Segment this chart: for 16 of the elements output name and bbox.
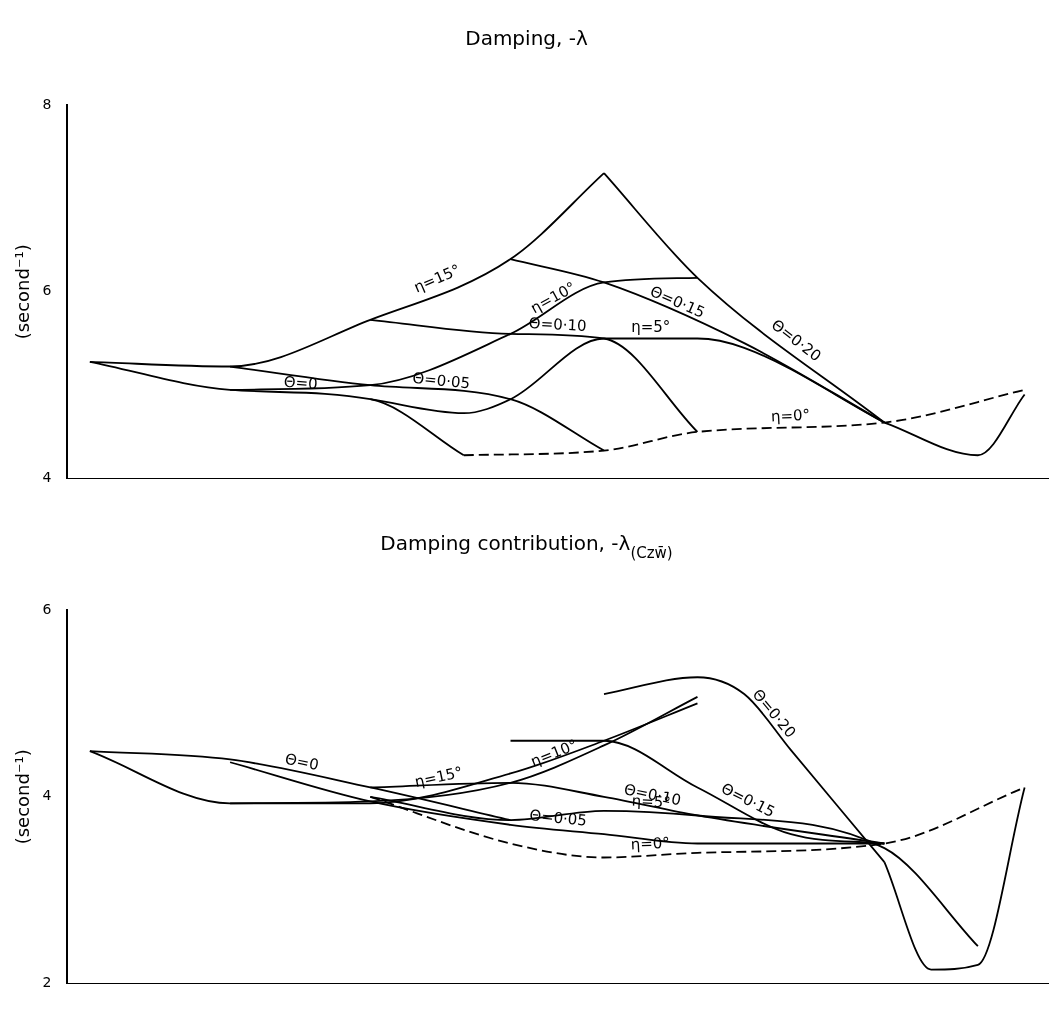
y-tick-label: 6 (42, 600, 52, 617)
series-label: η=0° (630, 833, 671, 854)
series-label: Θ=0·10 (528, 314, 587, 335)
y-axis-title: (second⁻¹) (12, 749, 34, 845)
text: Θ=0 (283, 749, 321, 775)
y-tick-label: 4 (42, 787, 52, 804)
series-label: η=0° (770, 405, 811, 426)
series-label: η=5° (631, 317, 671, 336)
chart-title: Damping, -λ (465, 26, 588, 50)
y-tick-label: 6 (42, 282, 52, 299)
text: Θ=0·05 (411, 368, 471, 393)
text: η=15° (412, 763, 465, 791)
y-axis-title: (second⁻¹) (12, 244, 34, 340)
y-tick-label: 8 (42, 95, 52, 112)
y-tick-label: 4 (42, 469, 52, 486)
y-tick-label: 2 (42, 974, 52, 991)
